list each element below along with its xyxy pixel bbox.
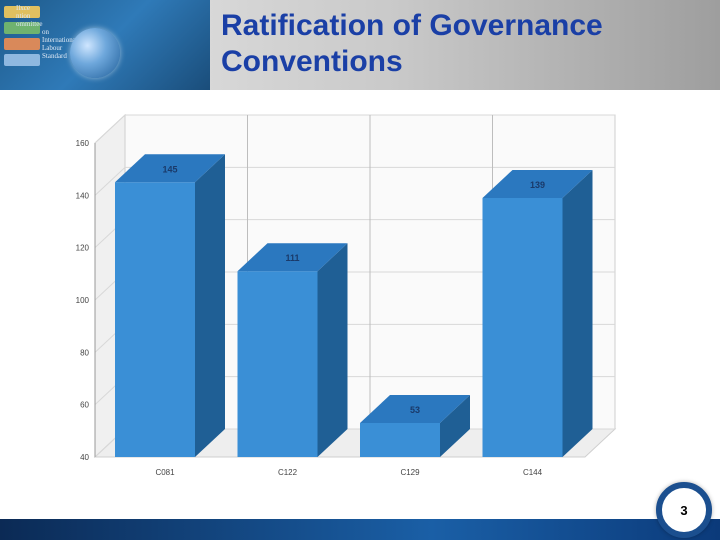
page-number: 3 bbox=[656, 482, 712, 538]
bar bbox=[115, 182, 195, 457]
bar-side bbox=[195, 154, 225, 457]
bar-chart: 40 60 80 100 120 140 160 145 C081 111 C122 53 C129 13… bbox=[76, 113, 617, 477]
data-label: 111 bbox=[285, 253, 299, 263]
logo-strip bbox=[4, 22, 40, 34]
y-tick-label: 140 bbox=[76, 191, 90, 200]
logo-strip bbox=[4, 38, 40, 50]
header-banner: Ilxce ntion ommittee on International La… bbox=[0, 0, 720, 90]
logo-strip bbox=[4, 54, 40, 66]
data-label: 139 bbox=[530, 180, 545, 190]
slide-title-line2: Conventions bbox=[221, 45, 403, 78]
y-tick-label: 100 bbox=[76, 296, 90, 305]
gridline bbox=[94, 114, 615, 144]
data-label: 145 bbox=[162, 164, 177, 174]
bar-side bbox=[440, 394, 470, 457]
globe-icon bbox=[70, 28, 120, 78]
bar bbox=[482, 197, 563, 457]
bar-top bbox=[237, 243, 348, 272]
bar bbox=[237, 271, 318, 457]
bar-top bbox=[360, 394, 470, 423]
y-tick-label: 40 bbox=[80, 453, 89, 462]
footer-bar bbox=[0, 519, 720, 540]
x-tick-label: C144 bbox=[523, 468, 543, 477]
slide-title-line1: Ratification of Governance bbox=[221, 9, 603, 42]
slide-title: Ratification of Governance Conventions bbox=[221, 8, 711, 80]
y-tick-label: 160 bbox=[76, 139, 90, 148]
x-tick-label: C122 bbox=[278, 468, 298, 477]
logo-text: on International Labour Standard bbox=[42, 28, 78, 60]
y-tick-label: 120 bbox=[76, 244, 90, 253]
y-tick-label: 80 bbox=[80, 348, 89, 357]
ilo-logo: Ilxce ntion ommittee on International La… bbox=[0, 0, 210, 90]
logo-strip bbox=[4, 6, 40, 18]
y-tick-label: 60 bbox=[80, 401, 89, 410]
bar-top bbox=[482, 169, 593, 198]
x-tick-label: C129 bbox=[400, 468, 420, 477]
x-tick-label: C081 bbox=[155, 468, 175, 477]
bar-side bbox=[562, 169, 593, 457]
bar bbox=[360, 422, 440, 457]
logo-text: Ilxce ntion ommittee bbox=[16, 4, 43, 28]
bar-side bbox=[317, 243, 348, 457]
gridline bbox=[94, 166, 615, 196]
data-label: 53 bbox=[410, 405, 420, 415]
bar-top bbox=[115, 154, 225, 183]
